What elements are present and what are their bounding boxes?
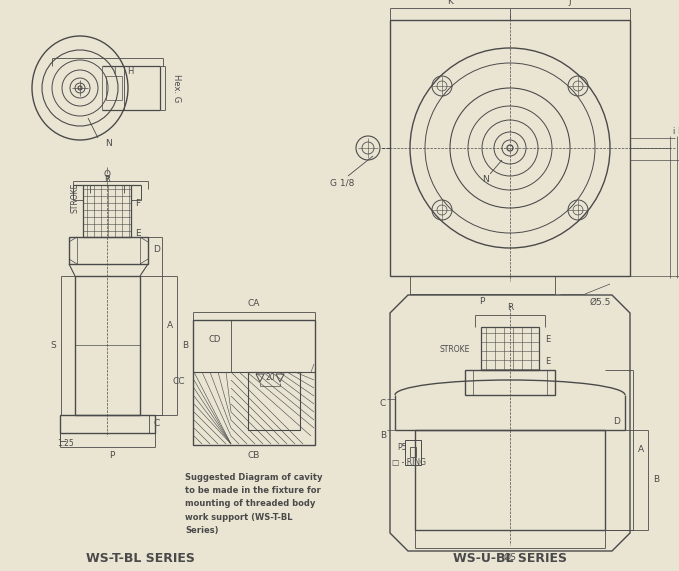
Text: A: A [638, 445, 644, 455]
Text: B: B [380, 431, 386, 440]
Text: P: P [109, 451, 115, 460]
Text: C: C [380, 399, 386, 408]
Text: 20: 20 [265, 373, 275, 383]
Text: H: H [677, 127, 679, 136]
Bar [415, 430, 605, 530]
Text: Ø5.5: Ø5.5 [590, 297, 611, 307]
Text: R: R [104, 175, 110, 184]
Bar [405, 440, 421, 465]
Text: CA: CA [248, 300, 260, 308]
Text: N: N [105, 139, 112, 147]
Text: STROKE: STROKE [439, 345, 470, 355]
Text: Suggested Diagram of cavity
to be made in the fixture for
mounting of threaded b: Suggested Diagram of cavity to be made i… [185, 473, 323, 535]
Text: CD: CD [209, 336, 221, 344]
Text: J: J [569, 0, 571, 6]
Text: CB: CB [248, 451, 260, 460]
Text: B: B [653, 476, 659, 485]
Text: P: P [479, 297, 485, 307]
Text: D: D [614, 417, 621, 427]
Text: C: C [154, 420, 160, 428]
Bar [481, 327, 539, 370]
Text: P5: P5 [397, 444, 407, 452]
Bar [75, 276, 140, 415]
Text: A: A [167, 321, 173, 331]
Text: K: K [447, 0, 453, 6]
Text: S: S [50, 340, 56, 349]
Text: ØS: ØS [504, 553, 516, 561]
Text: N: N [482, 175, 489, 184]
Text: G 1/8: G 1/8 [330, 179, 354, 187]
Text: I: I [113, 66, 115, 75]
Bar [248, 372, 300, 430]
Text: CC: CC [172, 377, 185, 387]
Text: F: F [135, 199, 141, 207]
Bar [410, 447, 416, 457]
Bar [193, 320, 315, 445]
Text: D: D [153, 246, 160, 255]
Text: E: E [545, 335, 550, 344]
Text: STROKE: STROKE [71, 183, 79, 213]
Text: Q: Q [103, 170, 111, 179]
Text: □ - RING: □ - RING [392, 457, 426, 467]
Bar [83, 185, 131, 237]
Text: i: i [672, 127, 674, 136]
Text: E: E [135, 228, 141, 238]
Bar [69, 237, 148, 264]
Text: Hex. G: Hex. G [172, 74, 181, 102]
Text: 1.25: 1.25 [58, 440, 75, 448]
Text: H: H [127, 66, 133, 75]
Bar [60, 415, 155, 433]
Text: B: B [182, 340, 188, 349]
Text: E: E [545, 357, 550, 367]
Bar [465, 370, 555, 395]
Text: WS-U-BL SERIES: WS-U-BL SERIES [453, 552, 567, 565]
Text: WS-T-BL SERIES: WS-T-BL SERIES [86, 552, 194, 565]
Bar [390, 20, 630, 276]
Text: R: R [507, 304, 513, 312]
